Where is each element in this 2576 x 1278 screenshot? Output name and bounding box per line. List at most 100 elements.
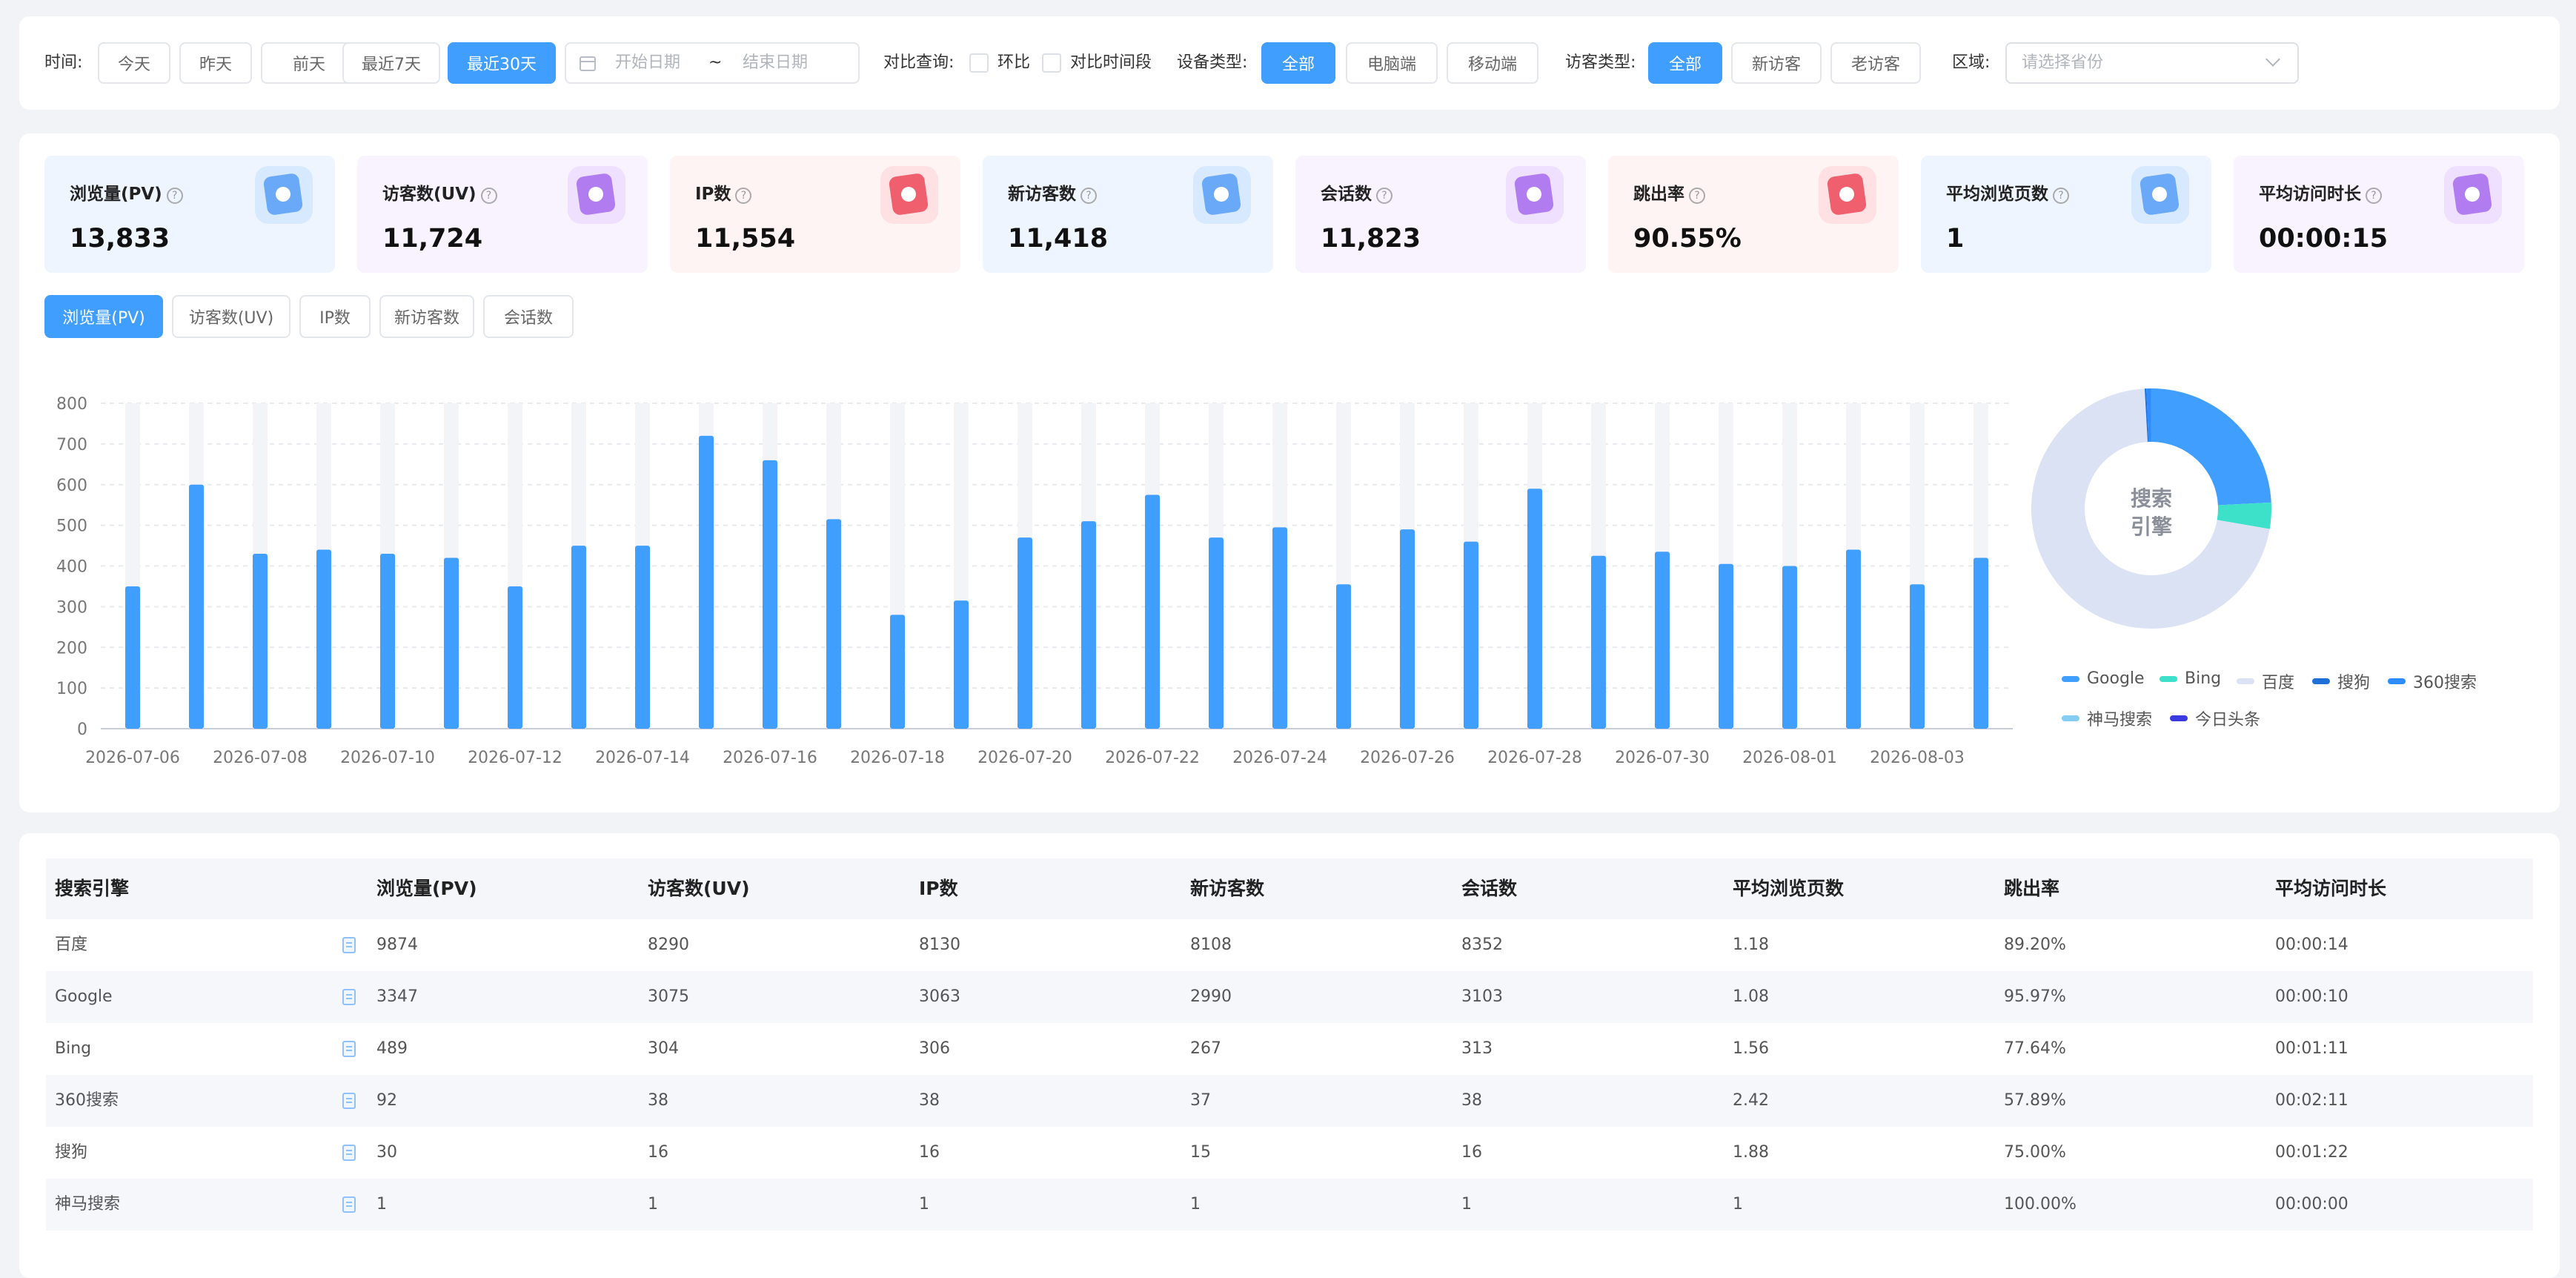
device-pc-button[interactable]: 电脑端 (1346, 42, 1438, 84)
table-cell: 00:00:00 (2275, 1179, 2348, 1231)
legend-item[interactable]: 今日头条 (2170, 706, 2260, 730)
date-range-picker[interactable]: 开始日期 ~ 结束日期 (565, 42, 860, 84)
device-all-button[interactable]: 全部 (1261, 42, 1335, 84)
table-column-header: 搜索引擎 (55, 858, 129, 919)
region-select[interactable]: 请选择省份 (2005, 42, 2299, 84)
bar[interactable] (1464, 542, 1478, 729)
legend-item[interactable]: 搜狗 (2312, 669, 2370, 693)
table-cell: 267 (1190, 1023, 1221, 1075)
region-label: 区域: (1952, 42, 1990, 84)
bar[interactable] (954, 600, 969, 729)
table-cell: 30 (376, 1127, 397, 1179)
bar[interactable] (1018, 537, 1032, 729)
bar[interactable] (253, 554, 268, 729)
table-column-header: 浏览量(PV) (376, 858, 477, 919)
bar[interactable] (1910, 584, 1925, 729)
date-start-input[interactable]: 开始日期 (615, 44, 680, 82)
bar[interactable] (890, 615, 905, 729)
bar[interactable] (1145, 494, 1160, 729)
time-today-button[interactable]: 今天 (98, 42, 170, 84)
bar[interactable] (1336, 584, 1351, 729)
y-tick-label: 700 (56, 436, 87, 454)
time-last7-button[interactable]: 最近7天 (342, 42, 440, 84)
table-cell: 8130 (919, 919, 960, 971)
bar[interactable] (1081, 521, 1096, 729)
legend-swatch (2170, 715, 2188, 721)
bar[interactable] (635, 546, 650, 729)
table-column-header: 跳出率 (2004, 858, 2059, 919)
time-last30-button[interactable]: 最近30天 (448, 42, 556, 84)
compare-mom-checkbox[interactable] (969, 53, 989, 73)
visitor-returning-button[interactable]: 老访客 (1830, 42, 1921, 84)
compare-period-label[interactable]: 对比时间段 (1070, 42, 1152, 84)
bar[interactable] (763, 460, 777, 729)
table-cell: 100.00% (2004, 1179, 2077, 1231)
legend-item[interactable]: Bing (2160, 669, 2221, 688)
bar[interactable] (508, 586, 522, 729)
table-cell: 3347 (376, 971, 418, 1023)
table-cell: 1 (919, 1179, 929, 1231)
bar[interactable] (1655, 552, 1670, 729)
visitor-new-button[interactable]: 新访客 (1731, 42, 1822, 84)
x-tick-label: 2026-07-14 (595, 749, 690, 767)
detail-icon[interactable] (342, 1093, 356, 1109)
legend-item[interactable]: 神马搜索 (2062, 706, 2152, 730)
x-tick-label: 2026-08-01 (1742, 749, 1837, 767)
table-cell: 1 (1733, 1179, 1743, 1231)
legend-swatch (2312, 678, 2330, 684)
x-tick-label: 2026-07-30 (1615, 749, 1710, 767)
table-cell: 313 (1461, 1023, 1493, 1075)
table-column-header: 平均浏览页数 (1733, 858, 1844, 919)
bar[interactable] (571, 546, 586, 729)
visitor-all-button[interactable]: 全部 (1648, 42, 1722, 84)
bar[interactable] (1400, 529, 1415, 729)
calendar-icon (580, 56, 596, 71)
chevron-down-icon (2265, 52, 2280, 67)
table-cell: Bing (55, 1023, 91, 1075)
legend-item[interactable]: 百度 (2237, 669, 2294, 693)
device-mobile-button[interactable]: 移动端 (1447, 42, 1538, 84)
bar[interactable] (699, 436, 714, 729)
compare-period-checkbox[interactable] (1042, 53, 1061, 73)
date-end-input[interactable]: 结束日期 (743, 44, 808, 82)
bar[interactable] (1527, 489, 1542, 729)
table-cell: 8108 (1190, 919, 1232, 971)
table-cell: 1 (648, 1179, 658, 1231)
compare-mom-label[interactable]: 环比 (997, 42, 1030, 84)
legend-label: 360搜索 (2413, 669, 2477, 693)
detail-icon[interactable] (342, 1196, 356, 1213)
time-yesterday-button[interactable]: 昨天 (179, 42, 252, 84)
detail-icon[interactable] (342, 1041, 356, 1057)
bar[interactable] (1591, 556, 1606, 729)
bar[interactable] (1782, 566, 1797, 729)
detail-icon[interactable] (342, 937, 356, 953)
table-cell: 8290 (648, 919, 689, 971)
legend-item[interactable]: Google (2062, 669, 2145, 688)
bar[interactable] (1846, 550, 1861, 729)
bar[interactable] (125, 586, 140, 729)
table-cell: 神马搜索 (55, 1179, 120, 1231)
legend-item[interactable]: 360搜索 (2388, 669, 2477, 693)
bar[interactable] (1209, 537, 1224, 729)
y-tick-label: 200 (56, 639, 87, 658)
bar[interactable] (1272, 527, 1287, 729)
bar[interactable] (826, 519, 841, 729)
table-cell: 1 (376, 1179, 387, 1231)
bar[interactable] (444, 558, 459, 729)
bar[interactable] (189, 485, 204, 729)
bar[interactable] (1974, 558, 1988, 729)
table-cell: 306 (919, 1023, 950, 1075)
bar[interactable] (1719, 564, 1733, 729)
table-cell: 360搜索 (55, 1075, 119, 1127)
bar[interactable] (316, 550, 331, 729)
detail-icon[interactable] (342, 989, 356, 1005)
bar[interactable] (380, 554, 395, 729)
detail-icon[interactable] (342, 1145, 356, 1161)
